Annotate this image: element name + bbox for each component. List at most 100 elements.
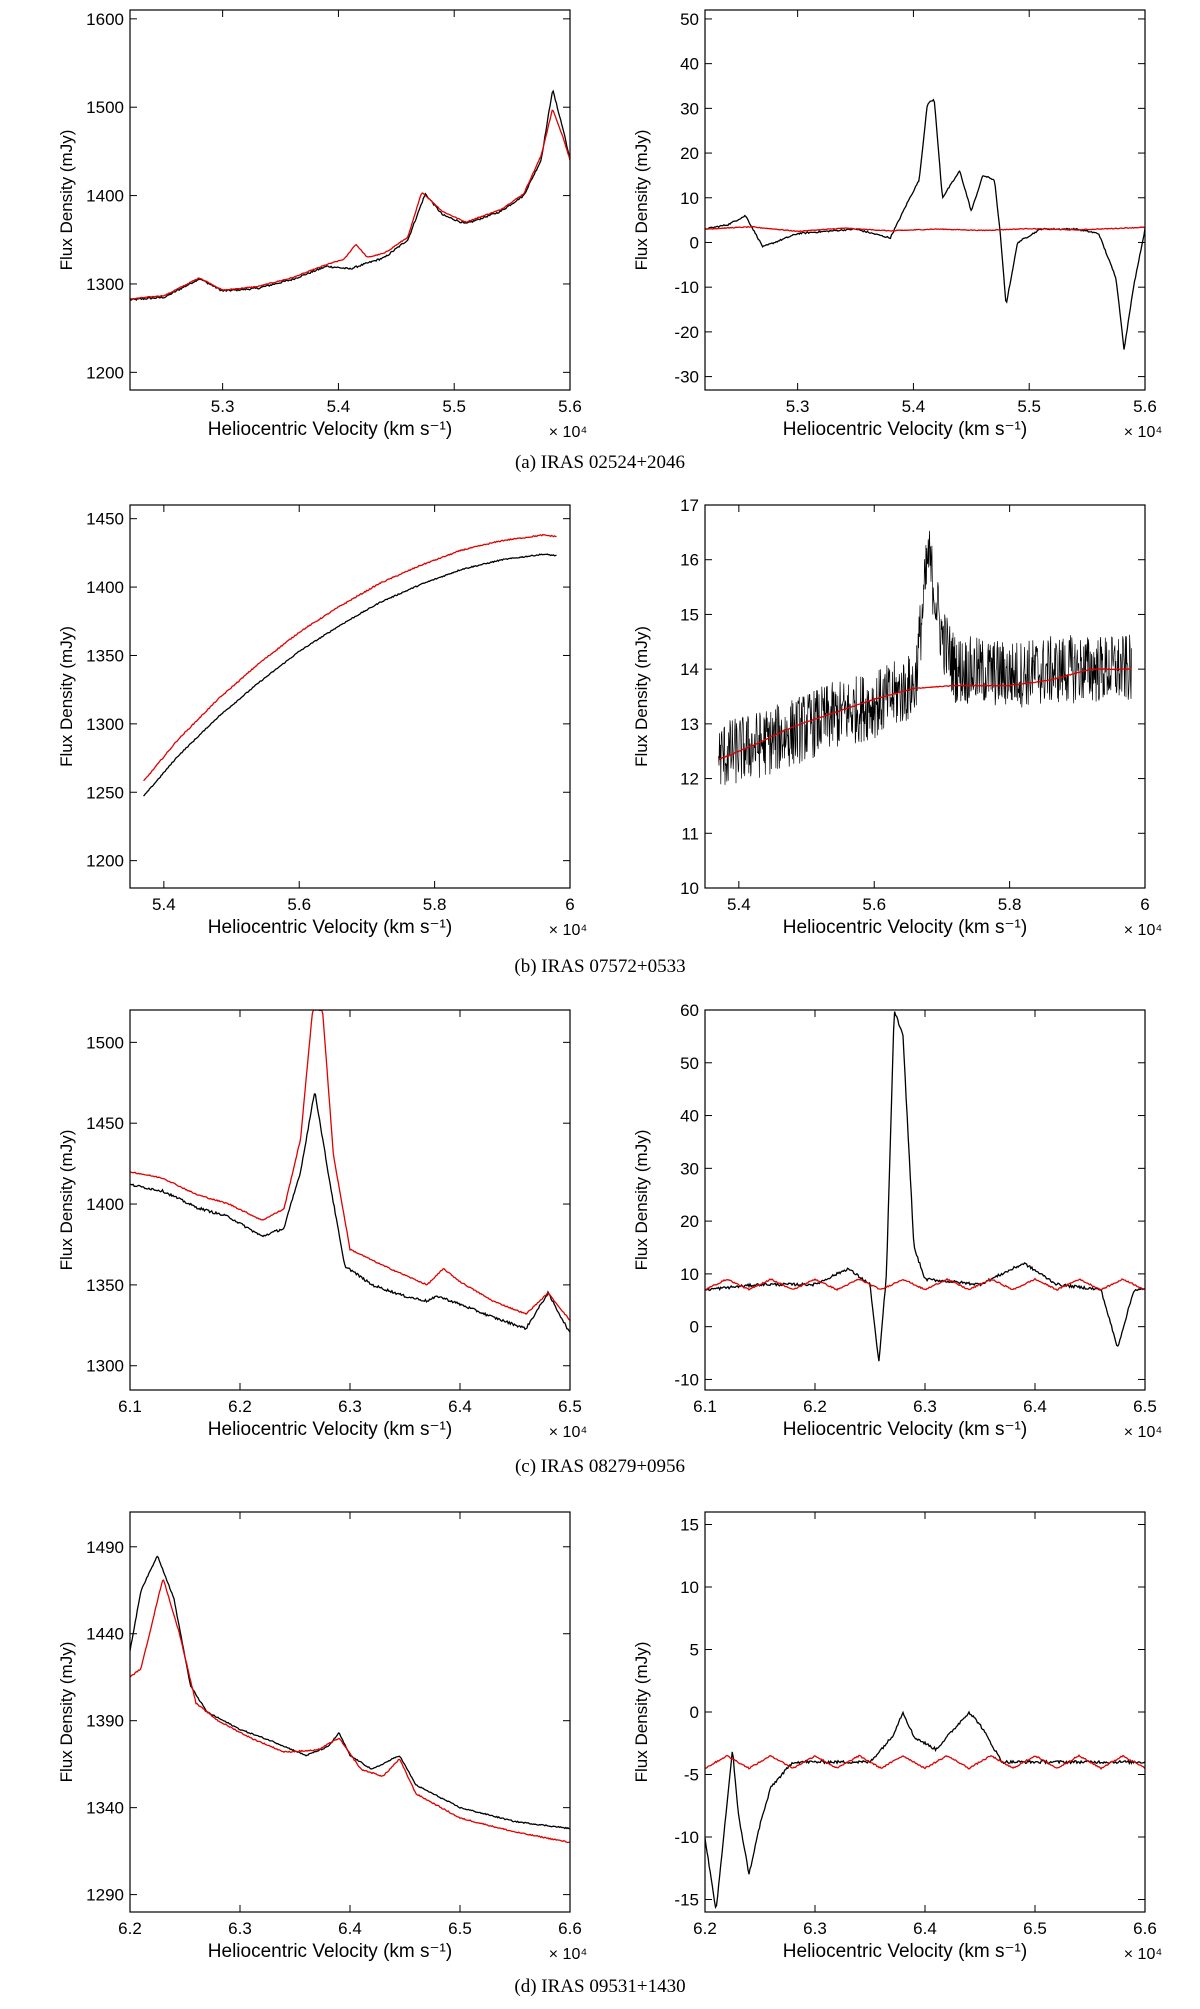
x-tick-label: 6.3 <box>228 1919 252 1938</box>
y-tick-label: 1340 <box>86 1799 124 1818</box>
x-tick-label: 6.1 <box>118 1397 142 1416</box>
x-axis-label: Heliocentric Velocity (km s⁻¹) <box>783 1941 1027 1962</box>
y-tick-label: 10 <box>680 879 699 898</box>
caption-d: (d) IRAS 09531+1430 <box>514 1976 686 1997</box>
y-tick-label: 40 <box>680 1107 699 1126</box>
y-tick-label: 1300 <box>86 1357 124 1376</box>
chart-panel-c-left: 6.1 6.2 6.3 6.4 6.5 1300 1350 1400 1450 1500 Helio… <box>57 1009 587 1441</box>
y-tick-label: 1350 <box>86 646 124 665</box>
x-tick-label: 6.2 <box>693 1919 717 1938</box>
y-tick-label: -10 <box>674 1828 699 1847</box>
series-line-red <box>130 109 570 300</box>
x-tick-label: 5.4 <box>327 397 351 416</box>
x-tick-label: 6.4 <box>1023 1397 1047 1416</box>
y-tick-label: 13 <box>680 715 699 734</box>
series-line-red <box>143 534 557 782</box>
x-tick-label: 5.3 <box>786 397 810 416</box>
y-tick-label: -20 <box>674 323 699 342</box>
x-tick-label: 6.5 <box>1133 1397 1157 1416</box>
y-tick-label: -15 <box>674 1891 699 1910</box>
caption-b: (b) IRAS 07572+0533 <box>514 956 686 977</box>
x-tick-label: 6.4 <box>338 1919 362 1938</box>
x-axis-multiplier: × 10⁴ <box>549 922 588 939</box>
axes-frame <box>704 1511 1146 1913</box>
y-tick-label: 1400 <box>86 187 124 206</box>
y-axis-label: Flux Density (mJy) <box>57 626 76 767</box>
x-axis-multiplier: × 10⁴ <box>1124 1424 1163 1441</box>
x-tick-label: 6.1 <box>693 1397 717 1416</box>
x-tick-label: 5.6 <box>862 895 886 914</box>
x-tick-label: 5.4 <box>902 397 926 416</box>
y-tick-label: 1500 <box>86 1033 124 1052</box>
y-tick-label: 0 <box>690 233 699 252</box>
y-tick-label: 1440 <box>86 1625 124 1644</box>
x-axis-label: Heliocentric Velocity (km s⁻¹) <box>208 1941 452 1962</box>
y-tick-label: 1200 <box>86 363 124 382</box>
y-tick-label: 1600 <box>86 10 124 29</box>
series-line-black <box>718 530 1132 785</box>
x-tick-label: 6.2 <box>228 1397 252 1416</box>
series-line-red <box>130 1579 570 1844</box>
y-axis-label: Flux Density (mJy) <box>57 1642 76 1783</box>
y-tick-label: 60 <box>680 1001 699 1020</box>
series-line-black <box>130 1093 570 1333</box>
chart-panel-a-right: 5.3 5.4 5.5 5.6 -30 -20 -10 0 10 20 30 40 50 Heliocen… <box>632 9 1162 441</box>
x-tick-label: 5.4 <box>727 895 751 914</box>
x-tick-label: 6.4 <box>913 1919 937 1938</box>
x-tick-label: 5.5 <box>1017 397 1041 416</box>
x-axis-multiplier: × 10⁴ <box>549 1946 588 1963</box>
y-tick-label: 30 <box>680 99 699 118</box>
y-tick-label: 1490 <box>86 1538 124 1557</box>
x-axis-label: Heliocentric Velocity (km s⁻¹) <box>208 917 452 938</box>
axes-frame <box>704 9 1146 391</box>
y-axis-label: Flux Density (mJy) <box>632 130 651 271</box>
y-tick-label: 15 <box>680 605 699 624</box>
y-tick-label: 10 <box>680 1265 699 1284</box>
x-tick-label: 5.5 <box>442 397 466 416</box>
series-line-black <box>705 98 1145 350</box>
x-axis-multiplier: × 10⁴ <box>1124 922 1163 939</box>
series-line-black <box>143 553 557 797</box>
x-tick-label: 5.3 <box>211 397 235 416</box>
y-tick-label: 1300 <box>86 275 124 294</box>
y-axis-label: Flux Density (mJy) <box>57 1130 76 1271</box>
x-tick-label: 5.4 <box>152 895 176 914</box>
y-tick-label: -30 <box>674 368 699 387</box>
series-line-red <box>718 668 1132 760</box>
x-tick-label: 6.3 <box>913 1397 937 1416</box>
y-tick-label: 1400 <box>86 1195 124 1214</box>
y-tick-label: 50 <box>680 1054 699 1073</box>
series-line-black <box>130 89 570 301</box>
x-axis-multiplier: × 10⁴ <box>549 424 588 441</box>
series-line-red <box>130 1010 570 1322</box>
axes-frame <box>704 504 1146 889</box>
axes-frame <box>129 9 571 391</box>
y-tick-label: 1500 <box>86 98 124 117</box>
y-axis-label: Flux Density (mJy) <box>632 1130 651 1271</box>
x-axis-label: Heliocentric Velocity (km s⁻¹) <box>208 1419 452 1440</box>
y-tick-label: 5 <box>690 1641 699 1660</box>
x-tick-label: 5.8 <box>423 895 447 914</box>
y-tick-label: 1450 <box>86 510 124 529</box>
axes-frame <box>129 1511 571 1913</box>
y-tick-label: 50 <box>680 10 699 29</box>
x-tick-label: 6.2 <box>803 1397 827 1416</box>
y-tick-label: 17 <box>680 496 699 515</box>
x-tick-label: 5.6 <box>287 895 311 914</box>
chart-panel-c-right: 6.1 6.2 6.3 6.4 6.5 -10 0 10 20 30 40 50 60 Heliocent… <box>632 1001 1162 1441</box>
y-axis-label: Flux Density (mJy) <box>57 130 76 271</box>
x-tick-label: 6.5 <box>448 1919 472 1938</box>
y-tick-label: 12 <box>680 770 699 789</box>
x-axis-label: Heliocentric Velocity (km s⁻¹) <box>208 419 452 440</box>
y-tick-label: 1290 <box>86 1886 124 1905</box>
y-axis-label: Flux Density (mJy) <box>632 626 651 767</box>
x-tick-label: 6.6 <box>1133 1919 1157 1938</box>
x-tick-label: 6.5 <box>558 1397 582 1416</box>
axes-frame <box>129 504 571 889</box>
y-tick-label: 10 <box>680 189 699 208</box>
x-tick-label: 5.8 <box>998 895 1022 914</box>
y-tick-label: 11 <box>681 824 699 843</box>
series-line-black <box>130 1555 570 1830</box>
x-tick-label: 6 <box>565 895 574 914</box>
